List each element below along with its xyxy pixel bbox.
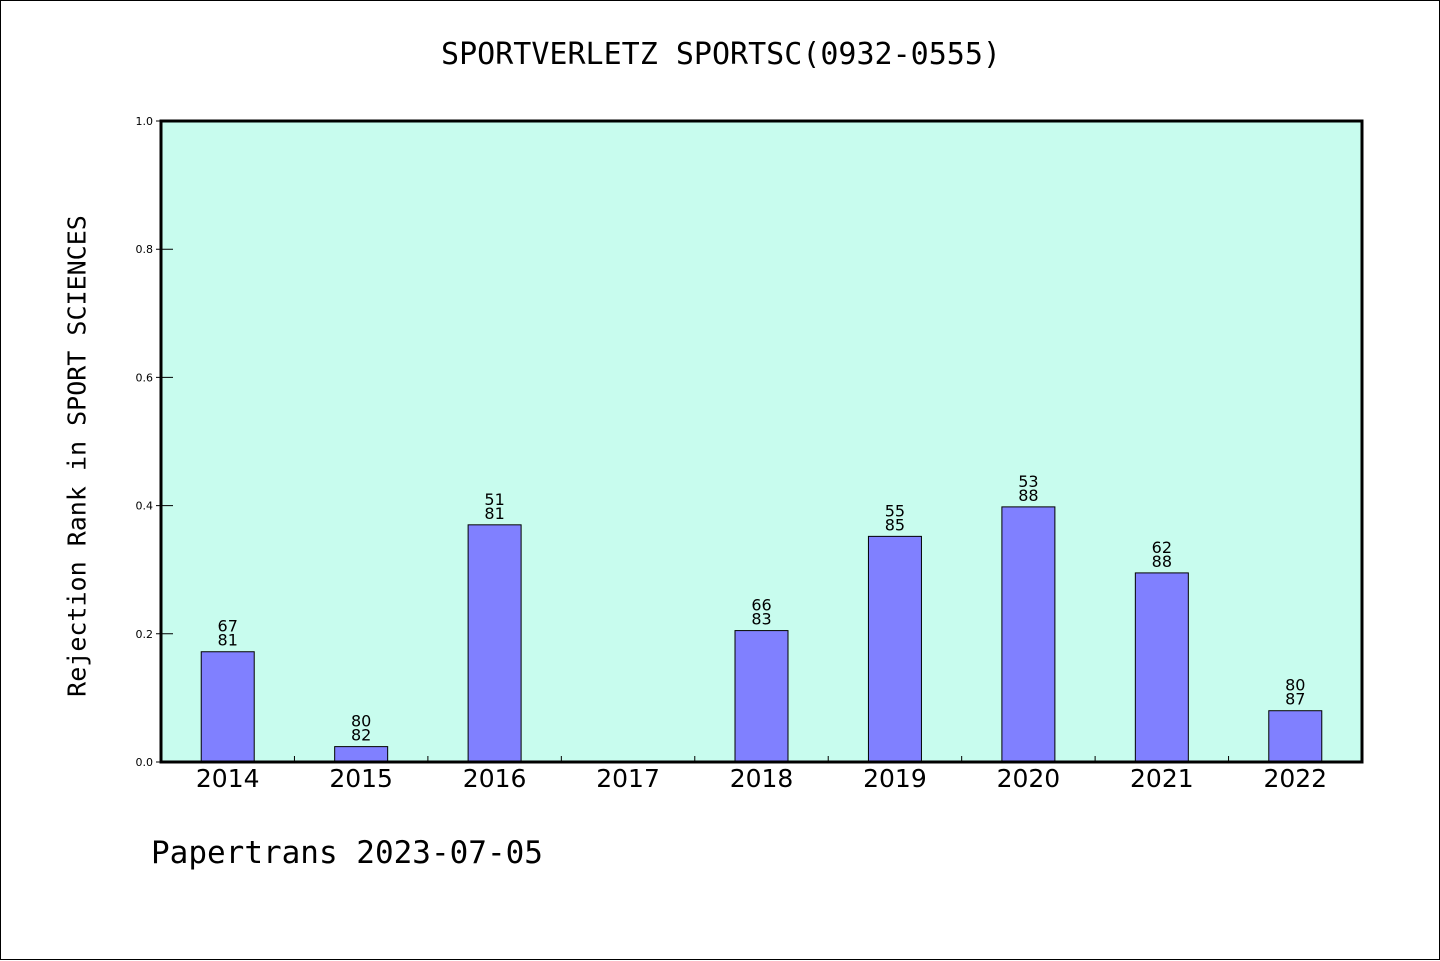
bar-label-top: 67 xyxy=(218,617,238,636)
bar-label-bottom: 85 xyxy=(885,515,905,534)
chart-title: SPORTVERLETZ SPORTSC(0932-0555) xyxy=(441,37,1001,72)
bar-label-bottom: 81 xyxy=(218,631,238,650)
y-tick-label: 0.6 xyxy=(136,371,154,384)
bars-layer xyxy=(200,506,1323,763)
y-tick-label: 0.0 xyxy=(136,756,154,769)
x-tick-label: 2018 xyxy=(730,764,794,793)
y-tick-label: 0.8 xyxy=(136,243,154,256)
x-tick-label: 2015 xyxy=(329,764,393,793)
bar-label-top: 55 xyxy=(885,501,905,520)
bar-2022 xyxy=(1268,710,1323,763)
x-tick-label: 2020 xyxy=(997,764,1061,793)
bar-2014 xyxy=(200,651,255,763)
y-tick-label: 0.4 xyxy=(136,500,154,513)
bar-label-top: 51 xyxy=(484,490,504,509)
bar-2021 xyxy=(1134,572,1189,763)
bar-label-bottom: 88 xyxy=(1152,552,1172,571)
footer-credit: Papertrans 2023-07-05 xyxy=(151,835,543,871)
y-tick-label: 0.2 xyxy=(136,628,154,641)
plot-frame xyxy=(159,119,1364,764)
bar-label-top: 66 xyxy=(751,596,771,615)
bar-2019 xyxy=(867,535,922,763)
y-tick-label: 1.0 xyxy=(136,115,154,128)
bar-label-bottom: 82 xyxy=(351,726,371,745)
x-tick-label: 2017 xyxy=(596,764,660,793)
bar-label-top: 80 xyxy=(351,712,371,731)
bar-2018 xyxy=(734,630,789,763)
x-tick-label: 2022 xyxy=(1263,764,1327,793)
bar-2016 xyxy=(467,524,522,763)
bar-2015 xyxy=(334,746,389,763)
bar-label-top: 80 xyxy=(1285,676,1305,695)
bar-2020 xyxy=(1001,506,1056,763)
axes-layer: 0.0 0.2 0.4 0.6 0.8 1.0 2014 2015 2016 2017 2018 20… xyxy=(136,115,1328,793)
x-tick-label: 2021 xyxy=(1130,764,1194,793)
x-tick-label: 2019 xyxy=(863,764,927,793)
x-tick-label: 2014 xyxy=(196,764,260,793)
bar-label-top: 62 xyxy=(1152,538,1172,557)
bar-label-bottom: 87 xyxy=(1285,690,1305,709)
bar-label-bottom: 81 xyxy=(484,504,504,523)
x-tick-label: 2016 xyxy=(463,764,527,793)
bar-label-bottom: 83 xyxy=(751,610,771,629)
bar-label-bottom: 88 xyxy=(1018,486,1038,505)
bar-label-top: 53 xyxy=(1018,472,1038,491)
